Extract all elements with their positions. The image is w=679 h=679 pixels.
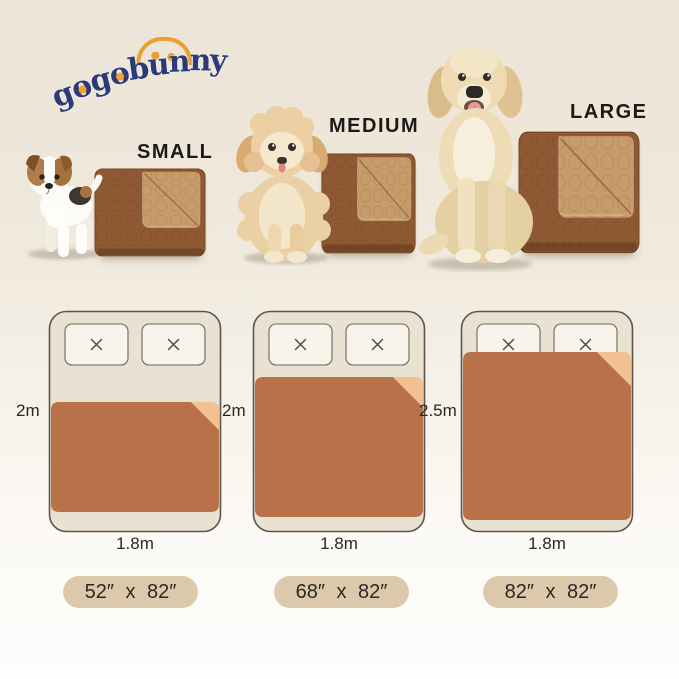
pillow [345,323,410,366]
bed-length-label-large: 2.5m [419,401,457,420]
size-label-small: SMALL [137,141,214,163]
bed-length-label-medium: 2m [222,401,246,420]
large-blanket-image [518,131,640,254]
pillow-x-icon [90,338,103,351]
small-dog-image [26,155,103,260]
bed-width-label-small: 1.8m [116,534,154,553]
pillow-x-icon [294,338,307,351]
size-label-medium: MEDIUM [329,115,420,137]
brand-letter: u [146,46,171,84]
bed-diagram-large [460,310,634,533]
pillow [141,323,206,366]
brand-letter: y [209,42,228,79]
blanket-overlay [255,377,423,517]
medium-dog-image [236,106,331,264]
pillow [64,323,129,366]
blanket-fold [597,352,631,386]
large-dog-image [419,47,533,271]
blanket-fold [393,377,423,407]
small-blanket-image [94,168,206,257]
pillow-x-icon [167,338,180,351]
dimensions-pill-large: 82″ x 82″ [483,576,618,608]
pillow-x-icon [371,338,384,351]
brand-letter: n [189,43,211,79]
size-label-large: LARGE [570,101,648,123]
pillow [268,323,333,366]
dimensions-pill-small: 52″ x 82″ [63,576,198,608]
dimensions-pill-medium: 68″ x 82″ [274,576,409,608]
blanket-fold [191,402,219,430]
bed-width-label-medium: 1.8m [320,534,358,553]
medium-blanket-image [321,153,416,254]
blanket-overlay [51,402,219,512]
pillow-x-icon [502,338,515,351]
blanket-overlay [463,352,631,520]
pillow-x-icon [579,338,592,351]
brand-wordmark: gogobunny [47,43,229,115]
bed-diagram-small [48,310,222,533]
brand-logo: gogobunny [44,36,229,135]
bed-diagram-medium [252,310,426,533]
bed-width-label-large: 1.8m [528,534,566,553]
bed-length-label-small: 2m [16,401,40,420]
brand-letter: n [167,44,190,80]
